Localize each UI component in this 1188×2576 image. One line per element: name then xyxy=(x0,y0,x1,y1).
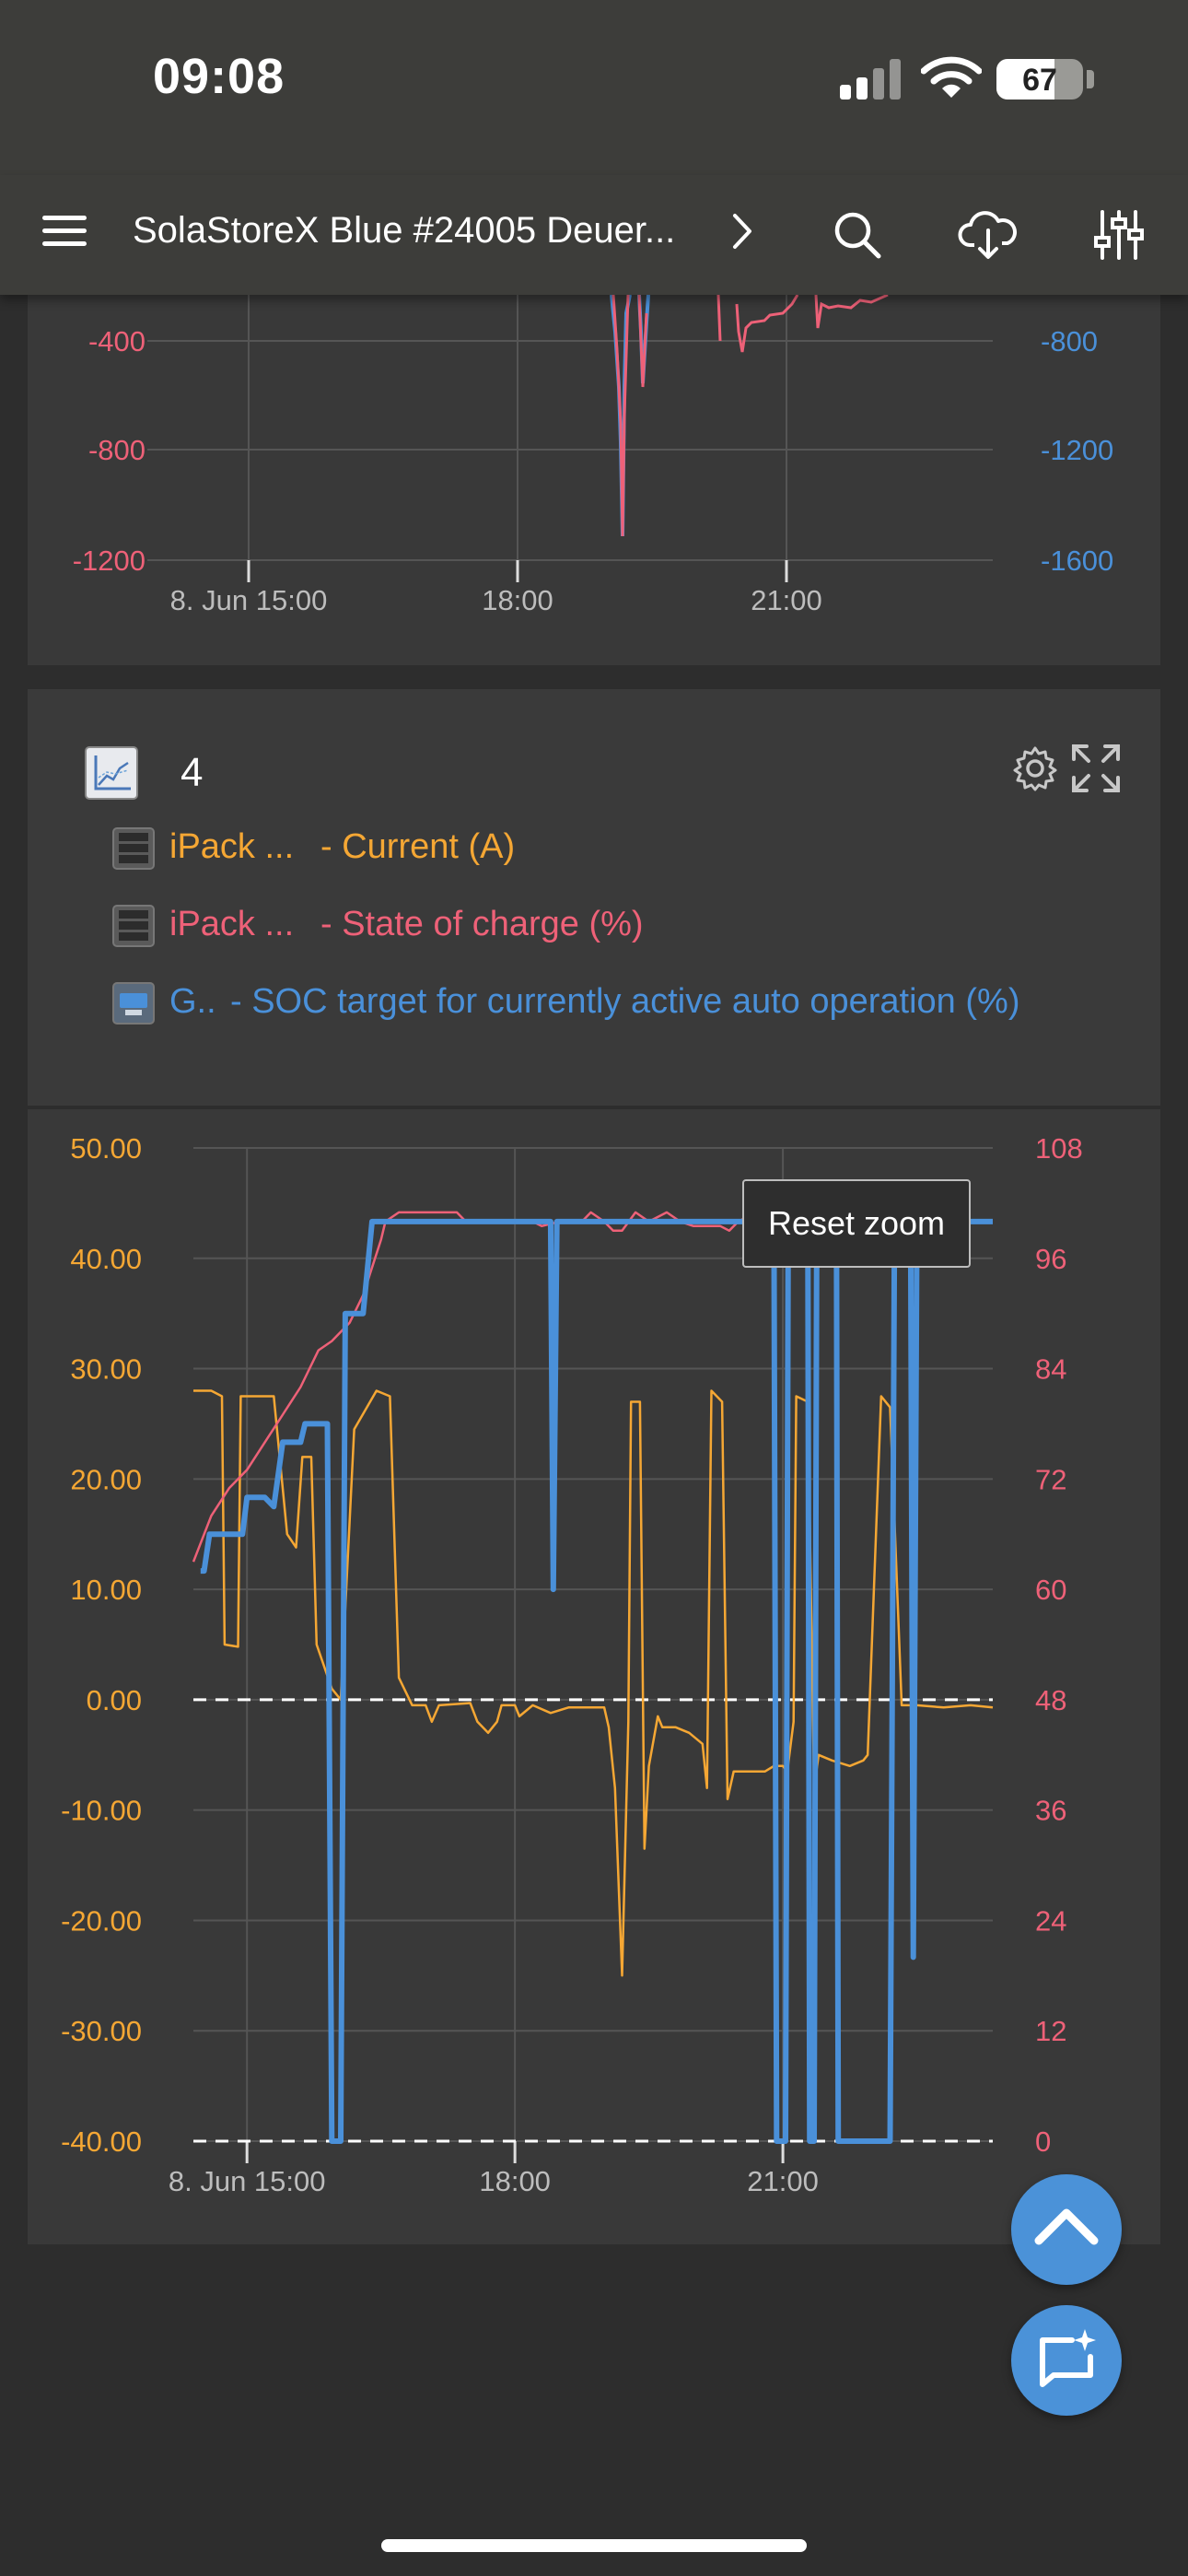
y-left-tick: -20.00 xyxy=(61,1904,142,1937)
y-left-tick: 20.00 xyxy=(70,1463,142,1495)
y-left-tick: -400 xyxy=(88,325,146,357)
y-right-tick: 60 xyxy=(1035,1574,1066,1606)
legend-label: - State of charge (%) xyxy=(320,905,644,943)
chart-title: 4 xyxy=(181,750,204,795)
chevron-up-icon xyxy=(1034,2208,1099,2245)
battery-pack-icon xyxy=(112,905,155,947)
sliders-icon[interactable] xyxy=(1087,203,1151,267)
y-left-tick: -1200 xyxy=(73,544,146,577)
y-left-tick: -30.00 xyxy=(61,2015,142,2047)
feedback-button[interactable] xyxy=(1011,2305,1122,2416)
gear-icon[interactable] xyxy=(1009,743,1061,794)
cloud-download-icon[interactable] xyxy=(956,203,1020,267)
status-bar: 09:08 67 xyxy=(0,0,1188,175)
y-right-tick: 48 xyxy=(1035,1684,1066,1716)
series-soc-target-line xyxy=(200,1218,993,2144)
legend-device: G.. xyxy=(169,982,216,1021)
y-left-tick: 0.00 xyxy=(87,1684,142,1716)
home-indicator xyxy=(381,2539,807,2552)
x-tick-label: 8. Jun 15:00 xyxy=(169,2165,326,2197)
y-right-tick: 24 xyxy=(1035,1904,1066,1937)
main-chart-panel: 50.00 40.00 30.00 20.00 10.00 0.00 -10.00 -20.0… xyxy=(28,1109,1160,2244)
y-right-tick: 108 xyxy=(1035,1132,1083,1165)
expand-icon[interactable] xyxy=(1068,741,1124,796)
x-tick-label: 21:00 xyxy=(751,584,822,616)
y-right-tick: 72 xyxy=(1035,1463,1066,1495)
legend-label: - Current (A) xyxy=(320,827,516,866)
top-chart-panel: -400 -800 -800 -1200 -1200 -1600 8. Jun 15:00 1… xyxy=(28,293,1160,665)
battery-tip xyxy=(1087,70,1094,88)
y-right-tick: 12 xyxy=(1035,2015,1066,2047)
installation-title[interactable]: SolaStoreX Blue #24005 Deuer... xyxy=(133,210,676,251)
x-tick-label: 8. Jun 15:00 xyxy=(170,584,328,616)
app-bar: SolaStoreX Blue #24005 Deuer... xyxy=(0,175,1188,295)
chevron-right-icon[interactable] xyxy=(726,208,757,254)
x-tick-label: 18:00 xyxy=(479,2165,551,2197)
cellular-signal-icon xyxy=(840,59,904,100)
scroll-to-top-button[interactable] xyxy=(1011,2174,1122,2285)
y-right-tick: 0 xyxy=(1035,2125,1051,2158)
reset-zoom-button[interactable]: Reset zoom xyxy=(742,1179,971,1268)
y-right-tick: 36 xyxy=(1035,1795,1066,1827)
y-left-tick: 10.00 xyxy=(70,1574,142,1606)
y-right-tick: 96 xyxy=(1035,1243,1066,1275)
y-left-tick: 30.00 xyxy=(70,1353,142,1386)
x-tick-label: 18:00 xyxy=(482,584,553,616)
y-right-tick: -800 xyxy=(1041,325,1098,357)
y-right-tick: -1600 xyxy=(1041,544,1113,577)
gx-device-icon xyxy=(112,982,155,1025)
y-right-tick: -1200 xyxy=(1041,434,1113,466)
main-chart[interactable]: 50.00 40.00 30.00 20.00 10.00 0.00 -10.00 -20.0… xyxy=(28,1109,1160,2244)
top-chart[interactable]: -400 -800 -800 -1200 -1200 -1600 8. Jun 15:00 1… xyxy=(28,293,1160,665)
chart-icon xyxy=(85,746,138,800)
battery-icon: 67 xyxy=(996,59,1083,100)
chat-sparkle-icon xyxy=(1040,2329,1096,2387)
y-left-tick: -800 xyxy=(88,434,146,466)
status-time: 09:08 xyxy=(153,49,285,104)
battery-pack-icon xyxy=(112,827,155,870)
y-left-tick: 40.00 xyxy=(70,1243,142,1275)
legend-label: - SOC target for currently active auto o… xyxy=(230,982,1020,1021)
y-left-tick: -40.00 xyxy=(61,2125,142,2158)
y-left-tick: 50.00 xyxy=(70,1132,142,1165)
wifi-icon xyxy=(921,56,982,98)
y-right-tick: 84 xyxy=(1035,1353,1066,1386)
chart-card-header: 4 iPack ... - Current (A) iPack ... - St… xyxy=(28,689,1160,1106)
x-tick-label: 21:00 xyxy=(747,2165,819,2197)
legend-device: iPack ... xyxy=(169,905,295,943)
search-icon[interactable] xyxy=(825,203,890,267)
battery-percent: 67 xyxy=(1022,63,1057,98)
legend-device: iPack ... xyxy=(169,827,295,866)
top-series-pink-line xyxy=(611,293,889,537)
menu-icon[interactable] xyxy=(42,208,88,254)
y-left-tick: -10.00 xyxy=(61,1795,142,1827)
